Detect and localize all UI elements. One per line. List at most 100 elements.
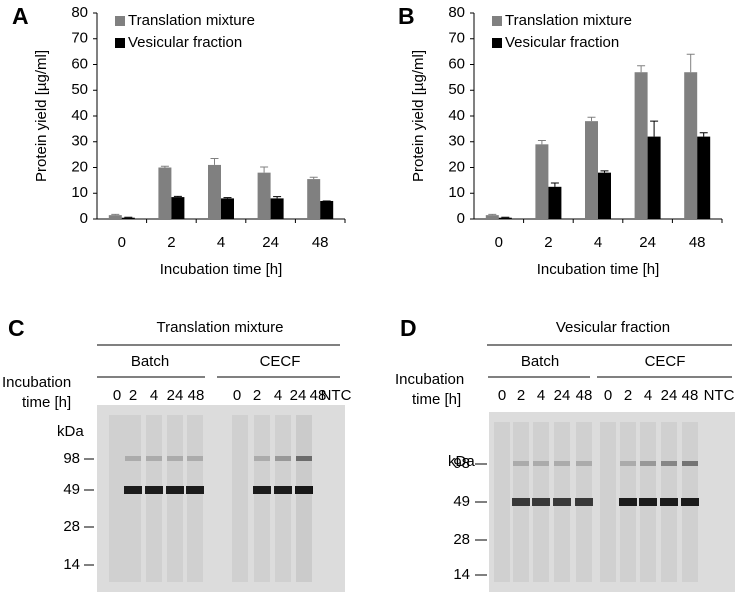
gel-title: Translation mixture	[157, 319, 284, 336]
y-tick-label: 50	[71, 81, 88, 98]
row-label: time [h]	[22, 394, 71, 411]
legend-swatch	[115, 16, 125, 26]
y-tick-label: 10	[448, 184, 465, 201]
lane-smear	[167, 415, 183, 582]
row-label: time [h]	[412, 391, 461, 408]
band	[166, 486, 184, 494]
lane-label: 4	[150, 387, 158, 404]
unit-label: kDa	[57, 423, 84, 440]
band	[167, 456, 183, 461]
lane-label: 0	[604, 387, 612, 404]
x-tick-label: 24	[262, 234, 279, 251]
band	[187, 456, 203, 461]
y-axis-label: Protein yield [µg/ml]	[410, 50, 427, 182]
lane-label: 4	[644, 387, 652, 404]
x-tick-label: 0	[495, 234, 503, 251]
lane-label: 48	[576, 387, 593, 404]
x-tick-label: 2	[167, 234, 175, 251]
marker-label: 28	[453, 531, 470, 548]
lane-label: 4	[537, 387, 545, 404]
y-tick-label: 0	[457, 210, 465, 227]
error-bar	[600, 170, 609, 173]
marker-label: 14	[453, 566, 470, 583]
lane-smear	[125, 415, 141, 582]
lane-label: 0	[498, 387, 506, 404]
y-tick-label: 70	[448, 30, 465, 47]
bar	[697, 136, 711, 219]
error-bar	[160, 165, 169, 168]
y-tick-label: 40	[448, 107, 465, 124]
error-bar	[309, 176, 318, 180]
marker-label: 28	[63, 518, 80, 535]
group-label: Batch	[521, 353, 559, 370]
y-tick-label: 50	[448, 81, 465, 98]
y-tick-label: 10	[71, 184, 88, 201]
lane-label: 2	[253, 387, 261, 404]
error-bar	[699, 132, 708, 137]
band	[533, 461, 549, 466]
error-bar	[210, 157, 219, 165]
lane-label: 48	[682, 387, 699, 404]
lane-smear	[187, 415, 203, 582]
lane-smear	[275, 415, 291, 582]
bar	[307, 179, 321, 219]
band	[296, 456, 312, 461]
lane-smear	[296, 415, 312, 582]
band	[146, 456, 162, 461]
error-bar	[488, 213, 497, 216]
lane-label: 4	[274, 387, 282, 404]
row-label: Incubation	[2, 374, 71, 391]
band	[295, 486, 313, 494]
lane-smear	[600, 422, 616, 582]
group-label: CECF	[645, 353, 686, 370]
lane-smear	[494, 422, 510, 582]
y-tick-label: 20	[71, 158, 88, 175]
lane-label: 2	[517, 387, 525, 404]
band	[619, 498, 637, 506]
y-tick-label: 20	[448, 158, 465, 175]
y-tick-label: 60	[448, 55, 465, 72]
lane-label: 0	[113, 387, 121, 404]
legend-label: Vesicular fraction	[128, 34, 242, 51]
lane-label: NTC	[321, 387, 352, 404]
marker-label: 49	[63, 481, 80, 498]
error-bar	[537, 139, 546, 145]
bar	[208, 164, 221, 219]
marker-label: 14	[63, 556, 80, 573]
error-bar	[223, 197, 232, 199]
band	[254, 456, 270, 461]
y-tick-label: 30	[71, 133, 88, 150]
marker-label: 49	[453, 493, 470, 510]
lane-label: NTC	[704, 387, 735, 404]
bar	[548, 186, 562, 219]
group-label: Batch	[131, 353, 169, 370]
panel-label: B	[398, 3, 415, 29]
bar	[221, 198, 234, 219]
lane-label: 24	[554, 387, 571, 404]
band	[682, 461, 698, 466]
panel-label: A	[12, 3, 29, 29]
bar	[498, 217, 512, 219]
row-label: Incubation	[395, 371, 464, 388]
bar	[320, 200, 334, 219]
lane-label: 24	[290, 387, 307, 404]
band	[275, 456, 291, 461]
gel-title: Vesicular fraction	[556, 319, 670, 336]
bar	[647, 136, 661, 219]
y-axis-label: Protein yield [µg/ml]	[33, 50, 50, 182]
marker-label: 98	[453, 455, 470, 472]
error-bar	[111, 213, 120, 216]
band	[681, 498, 699, 506]
group-label: CECF	[260, 353, 301, 370]
x-tick-label: 4	[217, 234, 225, 251]
band	[661, 461, 677, 466]
x-tick-label: 24	[639, 234, 656, 251]
bar	[108, 215, 122, 219]
legend-label: Translation mixture	[505, 12, 632, 29]
bar	[270, 198, 284, 219]
lane-label: 2	[624, 387, 632, 404]
y-tick-label: 30	[448, 133, 465, 150]
lane-label: 0	[233, 387, 241, 404]
lane-label: 48	[188, 387, 205, 404]
band	[145, 486, 163, 494]
